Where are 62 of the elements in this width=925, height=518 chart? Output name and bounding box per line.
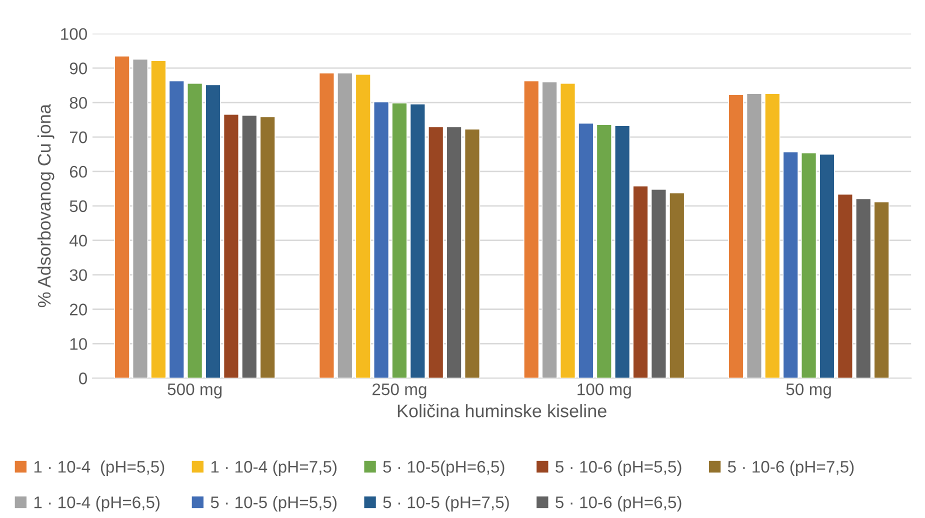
bar	[373, 101, 390, 378]
bar	[632, 186, 648, 378]
bar	[523, 80, 540, 378]
x-tick-label: 500 mg	[168, 383, 222, 399]
bar	[168, 80, 185, 378]
bar	[764, 93, 780, 378]
legend-label: 5 · 10-6 (pH=6,5)	[556, 496, 682, 512]
legend-label: 1 · 10-4 (pH=5,5)	[34, 460, 164, 476]
bar	[542, 81, 558, 378]
bar	[446, 126, 462, 378]
x-tick-label: 50 mg	[786, 383, 831, 399]
bar	[819, 154, 835, 378]
bar	[132, 58, 148, 378]
bar	[746, 93, 762, 378]
y-tick-label: 100	[61, 28, 87, 40]
bar	[800, 152, 817, 378]
bar	[596, 124, 612, 378]
x-tick-label: 100 mg	[578, 383, 631, 399]
bar	[614, 125, 630, 378]
bar	[650, 188, 667, 378]
bar	[855, 198, 872, 378]
bar	[669, 192, 685, 378]
legend-label: 5 · 10-5 (pH=7,5)	[383, 496, 509, 512]
bar	[464, 128, 480, 378]
y-tick-label: 80	[70, 96, 87, 109]
bar	[114, 56, 130, 378]
bar	[355, 74, 371, 378]
bar	[186, 82, 203, 378]
x-tick-label: 250 mg	[372, 383, 426, 399]
y-tick-label: 0	[79, 372, 87, 384]
bar	[560, 82, 576, 378]
y-tick-label: 30	[70, 269, 87, 281]
legend-label: 1 · 10-4 (pH=7,5)	[211, 460, 337, 476]
bar	[260, 116, 276, 378]
y-tick-label: 50	[70, 200, 87, 212]
bar	[837, 194, 854, 378]
bar	[410, 104, 426, 378]
bar	[223, 114, 240, 378]
x-axis-title: Količina huminske kiseline	[398, 404, 606, 418]
bar	[318, 72, 335, 378]
y-tick-label: 10	[70, 338, 87, 350]
legend-label: 5 · 10-6 (pH=5,5)	[556, 460, 682, 476]
y-axis-title: % Adsorbovanog Cu jona	[37, 104, 54, 308]
bar	[337, 72, 353, 378]
bar	[428, 126, 444, 378]
bar	[728, 94, 744, 378]
legend-label: 5 · 10-5 (pH=5,5)	[210, 496, 337, 512]
y-tick-label: 60	[70, 166, 87, 178]
y-tick-label: 90	[70, 62, 87, 74]
bar	[205, 84, 221, 378]
bar	[578, 122, 594, 378]
legend-label: 1 · 10-4 (pH=6,5)	[34, 496, 160, 512]
y-tick-label: 40	[69, 234, 87, 247]
bar	[150, 60, 166, 378]
y-tick-label: 70	[70, 131, 87, 144]
legend-label: 5 · 10-6 (pH=7,5)	[728, 460, 854, 476]
bar	[242, 114, 258, 378]
y-tick-label: 20	[70, 304, 87, 316]
bar	[782, 151, 798, 378]
legend-label: 5 · 10-5(pH=6,5)	[383, 460, 504, 476]
bar	[392, 102, 408, 378]
bar	[874, 201, 890, 378]
